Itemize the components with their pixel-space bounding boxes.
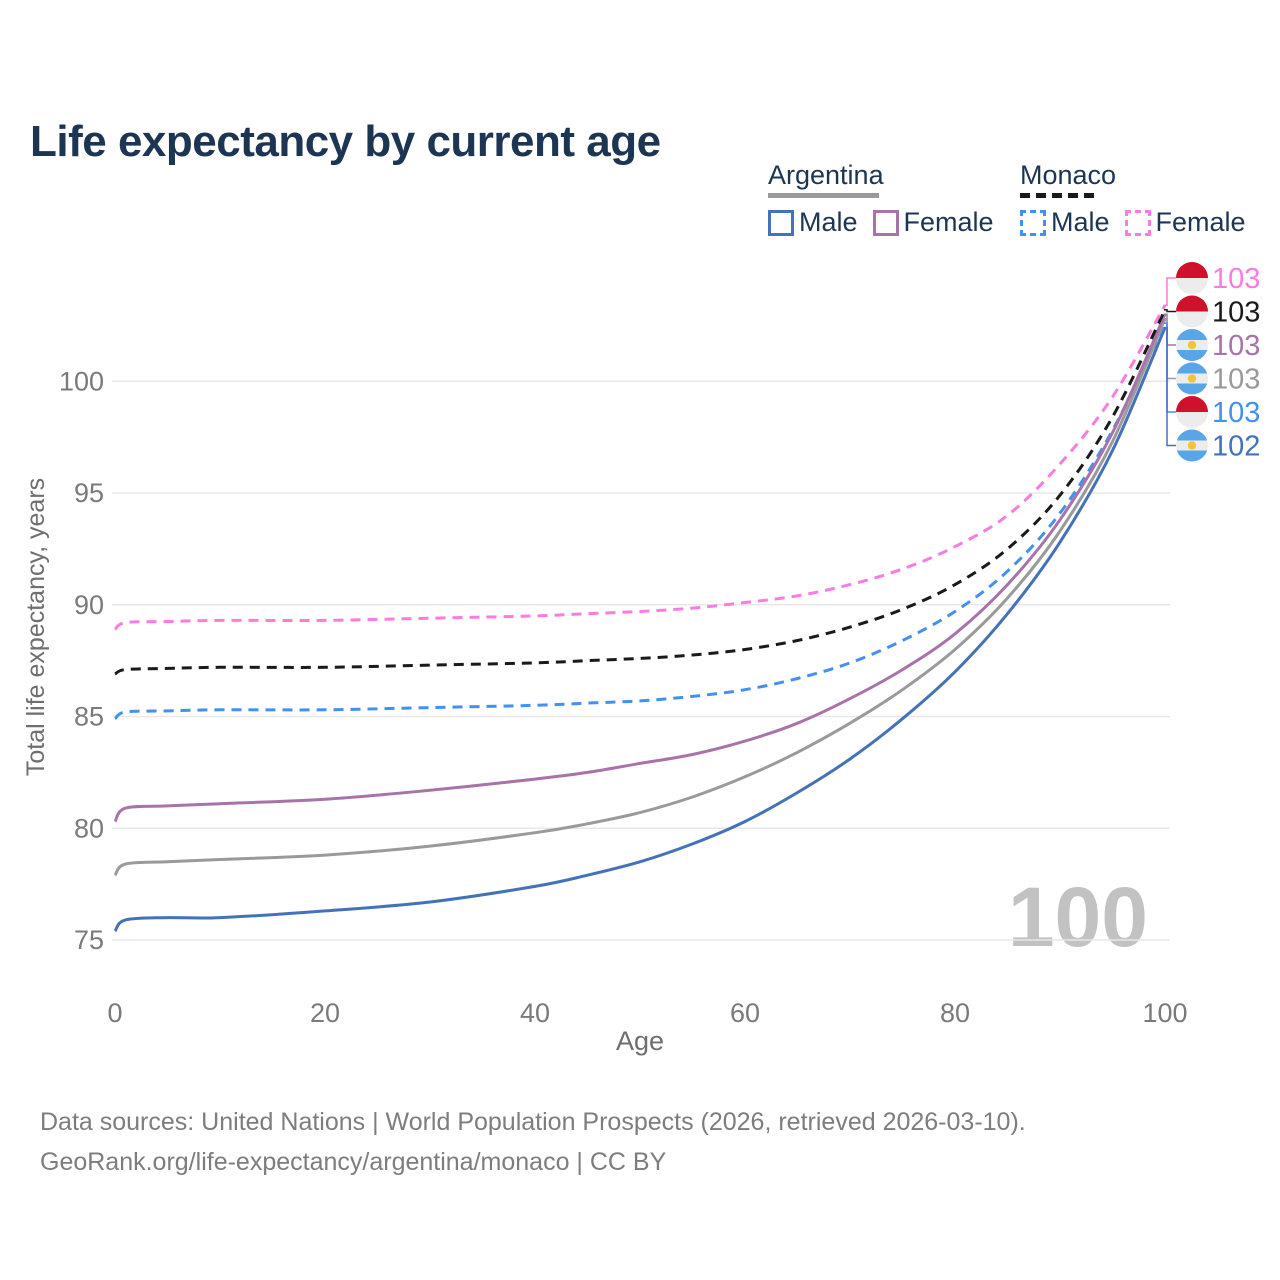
legend-group-monaco: Monaco Male Female xyxy=(1020,160,1246,238)
series-line-argentina-male[interactable] xyxy=(113,327,1167,933)
legend-item-monaco-male[interactable]: Male xyxy=(1020,207,1110,238)
legend-item-monaco-female[interactable]: Female xyxy=(1124,207,1246,238)
y-tick-label-80: 80 xyxy=(74,813,104,843)
end-value-label-argentina-female: 103 xyxy=(1212,330,1260,362)
legend-country-argentina[interactable]: Argentina xyxy=(768,160,884,190)
data-sources-text: Data sources: United Nations | World Pop… xyxy=(40,1108,1026,1136)
series-line-monaco-male[interactable] xyxy=(114,322,1167,720)
argentina-flag-icon-argentina-female xyxy=(1176,329,1208,361)
argentina-flag-shape xyxy=(1176,362,1208,395)
end-label-leader-monaco-male xyxy=(1164,322,1176,413)
y-axis-title: Total life expectancy, years xyxy=(22,478,50,776)
monaco-flag-shape xyxy=(1176,396,1208,428)
monaco-flag-shape xyxy=(1176,295,1208,328)
monaco-male-swatch-icon xyxy=(1020,209,1046,236)
argentina-flag-icon-argentina-male xyxy=(1176,429,1208,462)
x-tick-label-20: 20 xyxy=(310,998,340,1028)
legend-item-argentina-male[interactable]: Male xyxy=(768,207,858,238)
end-label-leader-argentina-male xyxy=(1164,326,1176,447)
monaco-flag-icon-monaco-male xyxy=(1176,396,1208,428)
legend-group-argentina: Argentina Male Female xyxy=(768,160,994,238)
attribution-link-text[interactable]: GeoRank.org/life-expectancy/argentina/mo… xyxy=(40,1148,667,1176)
y-tick-label-95: 95 xyxy=(74,478,104,508)
legend-item-argentina-female[interactable]: Female xyxy=(872,207,994,238)
series-line-monaco-total[interactable] xyxy=(114,309,1167,676)
legend-country-monaco[interactable]: Monaco xyxy=(1020,160,1117,190)
x-tick-label-80: 80 xyxy=(940,998,970,1028)
age-counter-watermark: 100 xyxy=(1008,870,1148,964)
legend-label-argentina-male: Male xyxy=(799,207,858,237)
argentina-male-swatch-icon xyxy=(768,209,794,236)
argentina-sun xyxy=(1187,340,1197,350)
page-title: Life expectancy by current age xyxy=(30,117,661,167)
y-tick-label-85: 85 xyxy=(74,702,104,732)
series-line-argentina-female[interactable] xyxy=(113,313,1167,823)
end-value-label-argentina-total: 103 xyxy=(1212,364,1260,396)
end-value-label-monaco-female: 103 xyxy=(1212,263,1260,295)
x-tick-label-100: 100 xyxy=(1142,998,1187,1028)
legend-label-argentina-female: Female xyxy=(903,207,994,237)
series-line-argentina-total[interactable] xyxy=(113,318,1167,877)
y-tick-label-90: 90 xyxy=(74,590,104,620)
series-line-monaco-female[interactable] xyxy=(114,304,1167,631)
x-tick-label-60: 60 xyxy=(730,998,760,1028)
x-tick-label-40: 40 xyxy=(520,998,550,1028)
y-tick-label-75: 75 xyxy=(74,925,104,955)
monaco-female-swatch-icon xyxy=(1124,209,1151,236)
argentina-flag-shape xyxy=(1176,329,1208,361)
y-tick-label-100: 100 xyxy=(59,366,104,396)
argentina-flag-icon-argentina-total xyxy=(1176,362,1208,395)
legend-label-monaco-female: Female xyxy=(1155,207,1246,237)
monaco-flag-icon-monaco-female xyxy=(1176,262,1208,294)
monaco-flag-icon-monaco-total xyxy=(1176,295,1208,328)
end-label-leader-monaco-female xyxy=(1164,277,1176,307)
monaco-line-style-swatch xyxy=(1020,193,1094,198)
monaco-flag-shape xyxy=(1176,262,1208,294)
argentina-flag-shape xyxy=(1176,429,1208,462)
end-label-leader-monaco-total xyxy=(1164,308,1176,313)
argentina-female-swatch-icon xyxy=(872,209,899,236)
argentina-sun xyxy=(1187,441,1197,450)
end-value-label-monaco-male: 103 xyxy=(1212,397,1260,429)
x-tick-label-0: 0 xyxy=(107,998,122,1028)
argentina-line-style-swatch xyxy=(768,193,879,198)
x-axis-title: Age xyxy=(616,1026,664,1056)
end-value-label-argentina-male: 102 xyxy=(1212,431,1260,463)
legend-label-monaco-male: Male xyxy=(1051,207,1110,237)
end-value-label-monaco-total: 103 xyxy=(1212,297,1260,329)
argentina-sun xyxy=(1187,374,1197,383)
